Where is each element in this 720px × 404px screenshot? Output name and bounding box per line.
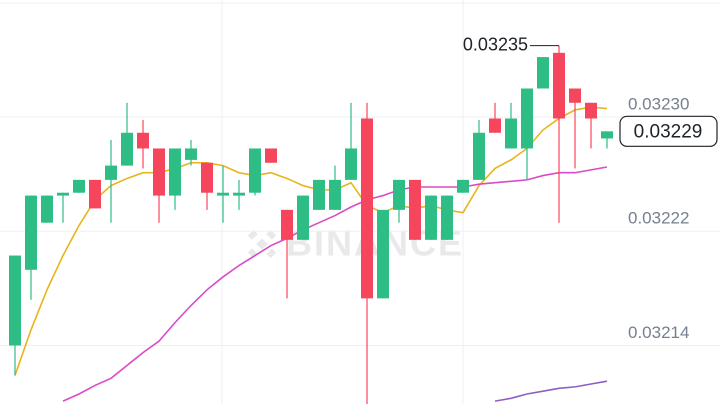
overlay: 0.03235 0.03229 <box>463 34 718 147</box>
candle-body <box>313 179 325 210</box>
current-price-label: 0.03229 <box>634 121 703 142</box>
candle-body <box>9 255 21 346</box>
candle-body <box>25 195 37 270</box>
candle-body <box>329 179 341 210</box>
candle-body <box>553 52 565 119</box>
candle-body <box>121 132 133 166</box>
candle-body <box>89 179 101 209</box>
current-price-box <box>619 115 718 147</box>
candle-body <box>441 195 453 240</box>
y-tick-label: 0.03230 <box>628 95 689 114</box>
candles <box>9 45 613 404</box>
high-price-label: 0.03235 <box>463 34 528 54</box>
candle-body <box>489 118 501 133</box>
candle-body <box>169 148 181 196</box>
moving-average-line <box>14 106 608 376</box>
candle-body <box>185 148 197 160</box>
candle-body <box>425 195 437 240</box>
candle-body <box>41 195 53 223</box>
candle-body <box>297 195 309 240</box>
candle-body <box>345 148 357 180</box>
candle-body <box>569 88 581 103</box>
y-tick-label: 0.03214 <box>628 323 689 342</box>
candle-body <box>137 132 149 149</box>
candle-body <box>505 118 517 149</box>
candle-body <box>217 192 229 196</box>
candle-body <box>281 209 293 240</box>
candle-body <box>57 192 69 196</box>
candle-body <box>473 132 485 180</box>
candle-body <box>73 179 85 193</box>
candle-body <box>249 148 261 193</box>
candle-body <box>393 179 405 210</box>
candle-body <box>361 118 373 299</box>
candle-body <box>153 148 165 196</box>
candle-body <box>105 165 117 180</box>
candle-body <box>601 131 613 139</box>
candle-body <box>265 148 277 163</box>
moving-averages <box>14 106 608 402</box>
moving-average-line <box>62 166 608 402</box>
y-tick-label: 0.03222 <box>628 209 689 228</box>
candle-body <box>409 179 421 240</box>
candle-body <box>585 102 597 119</box>
moving-average-line <box>494 380 608 402</box>
candle-body <box>521 88 533 149</box>
candle-body <box>201 162 213 193</box>
candle-body <box>537 57 549 89</box>
watermark-text: BINANCE <box>286 223 464 264</box>
candle-body <box>233 192 245 196</box>
candle-body <box>457 179 469 193</box>
candle-body <box>377 209 389 299</box>
